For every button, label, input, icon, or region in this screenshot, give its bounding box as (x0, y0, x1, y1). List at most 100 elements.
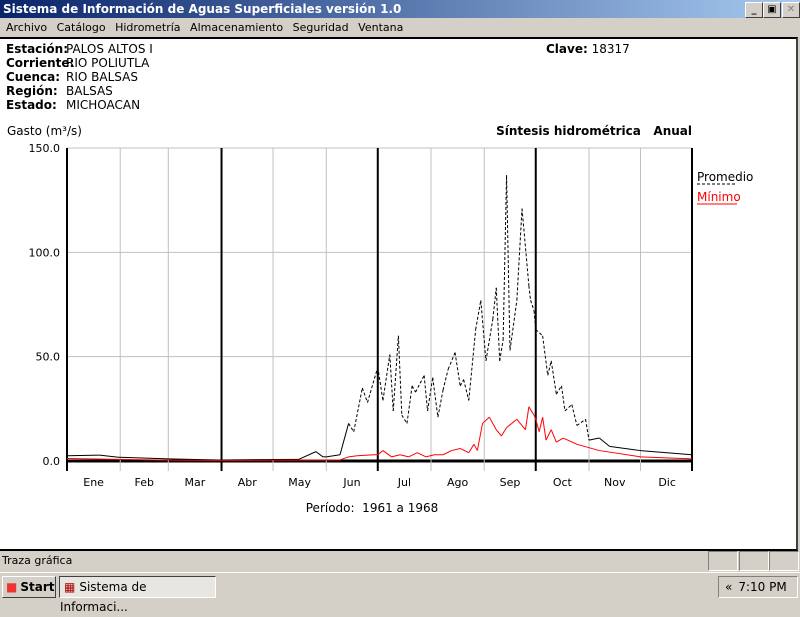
series-promedio-segment (412, 386, 415, 392)
series-promedio-segment (531, 300, 534, 310)
series-minimo-segment (543, 417, 546, 440)
series-promedio-segment (428, 378, 433, 411)
series-promedio-segment (599, 438, 609, 446)
series-promedio-segment (476, 300, 481, 329)
legend-minimo: Mínimo (697, 190, 741, 204)
series-minimo-segment (546, 430, 551, 440)
series-promedio-segment (433, 378, 438, 418)
series-promedio-segment (349, 423, 354, 431)
windows-logo-icon: ■ (6, 580, 17, 594)
month-label: Sep (500, 476, 521, 489)
series-promedio-segment (460, 380, 463, 386)
series-promedio-segment (507, 175, 510, 350)
series-promedio-segment (448, 352, 455, 369)
series-minimo-segment (426, 455, 435, 457)
taskbar-task-button[interactable]: ▦Sistema de Informaci... (59, 576, 216, 598)
series-minimo-segment (483, 417, 490, 423)
series-minimo-segment (517, 419, 522, 425)
month-label: Feb (135, 476, 154, 489)
month-label: Jul (397, 476, 411, 489)
series-promedio-segment (326, 455, 340, 457)
series-promedio-segment (493, 288, 496, 319)
taskbar: ■Start ▦Sistema de Informaci... «7:10 PM (0, 572, 800, 601)
series-minimo-segment (599, 451, 640, 457)
start-label: Start (20, 580, 54, 594)
month-label: Ene (83, 476, 104, 489)
series-promedio-segment (362, 388, 367, 403)
series-promedio-segment (464, 380, 469, 401)
series-promedio-segment (529, 286, 531, 301)
series-promedio-segment (354, 388, 363, 432)
series-minimo-segment (417, 453, 426, 457)
series-promedio-segment (548, 361, 551, 376)
series-minimo-segment (340, 457, 349, 460)
series-minimo-segment (357, 455, 374, 456)
month-label: Oct (553, 476, 573, 489)
series-promedio-segment (407, 386, 412, 424)
series-minimo-segment (563, 438, 577, 444)
y-axis-label: Gasto (m³/s) (7, 124, 82, 138)
y-tick-label: 150.0 (29, 142, 61, 155)
series-promedio-segment (119, 457, 169, 459)
series-minimo-segment (67, 458, 119, 459)
series-minimo-segment (460, 448, 469, 452)
series-promedio-segment (455, 352, 460, 385)
series-minimo-segment (507, 423, 512, 427)
series-promedio-segment (316, 452, 323, 457)
series-minimo-segment (443, 451, 452, 455)
series-promedio-segment (367, 367, 377, 402)
series-promedio-segment (340, 423, 349, 454)
series-promedio-segment (496, 288, 499, 361)
series-minimo-segment (556, 438, 563, 442)
start-button[interactable]: ■Start (2, 576, 56, 598)
series-minimo-segment (551, 430, 556, 443)
month-label: Nov (604, 476, 626, 489)
series-promedio-segment (589, 438, 599, 440)
series-minimo-segment (452, 448, 461, 450)
month-label: Ago (447, 476, 469, 489)
series-minimo-segment (525, 407, 528, 430)
series-promedio-segment (586, 419, 589, 440)
series-promedio-segment (610, 446, 641, 450)
month-label: Dic (658, 476, 676, 489)
series-promedio-segment (299, 452, 316, 460)
series-promedio-segment (562, 386, 565, 411)
series-promedio-segment (500, 340, 503, 361)
series-minimo-segment (469, 444, 474, 452)
series-promedio-segment (481, 300, 486, 361)
series-promedio-segment (424, 375, 427, 410)
series-minimo-segment (512, 419, 517, 423)
month-label: Jun (342, 476, 360, 489)
app-icon: ▦ (64, 580, 75, 594)
series-promedio-segment (510, 300, 517, 350)
series-minimo-segment (409, 453, 418, 457)
month-label: Mar (185, 476, 206, 489)
tray-chevron-icon[interactable]: « (725, 580, 732, 594)
series-promedio-segment (565, 405, 572, 411)
series-minimo-segment (496, 430, 501, 436)
series-minimo-segment (529, 407, 534, 415)
series-promedio-segment (416, 375, 425, 392)
status-text: Traza gráfica (2, 554, 72, 567)
series-promedio-segment (556, 386, 561, 394)
series-promedio-segment (543, 336, 548, 376)
series-minimo-segment (392, 455, 401, 457)
series-promedio-segment (469, 330, 476, 401)
series-promedio-segment (443, 369, 448, 390)
series-promedio-segment (398, 336, 401, 415)
series-promedio-segment (486, 319, 493, 361)
series-promedio-segment (640, 451, 692, 455)
y-tick-label: 0.0 (43, 455, 61, 468)
series-minimo-segment (477, 423, 482, 450)
legend-promedio: Promedio (697, 170, 753, 184)
status-panel (739, 551, 769, 571)
month-label: May (288, 476, 311, 489)
series-minimo-segment (501, 428, 506, 436)
hydrograph-chart: Gasto (m³/s) Síntesis hidrométrica Anual… (0, 0, 800, 600)
series-promedio-segment (383, 355, 390, 401)
series-minimo-segment (522, 426, 525, 430)
series-promedio-segment (438, 390, 443, 417)
series-minimo-segment (577, 444, 599, 450)
series-promedio-segment (402, 415, 407, 423)
series-promedio-segment (522, 209, 529, 286)
